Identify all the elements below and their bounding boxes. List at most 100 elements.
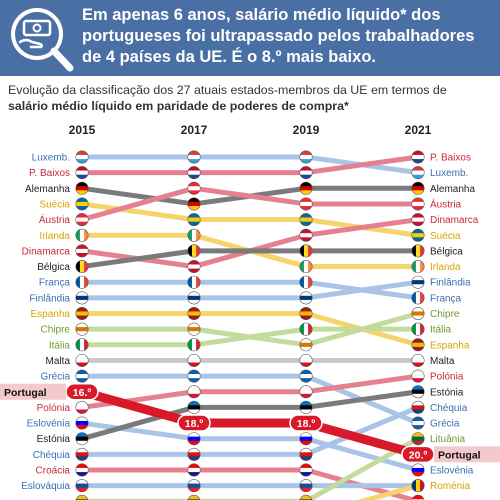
flag-estonia-2021	[411, 385, 425, 399]
left-highlight-band	[0, 383, 66, 400]
header-banner: Em apenas 6 anos, salário médio líquido*…	[0, 0, 500, 76]
right-label-luxemb: Luxemb.	[430, 168, 468, 179]
left-label-estonia: Estónia	[37, 434, 71, 445]
right-label-franca: França	[430, 293, 462, 304]
flag-chequia-2015	[75, 447, 89, 461]
flag-eslovenia-2015	[75, 416, 89, 430]
left-label-italia: Itália	[49, 340, 71, 351]
left-label-portugal: Portugal	[4, 387, 47, 399]
right-label-romenia: Roménia	[430, 481, 470, 492]
flag-suecia-2015	[75, 197, 89, 211]
series-line-lituania	[79, 436, 421, 500]
flag-franca-2017	[187, 275, 201, 289]
flag-belgica-2019	[299, 244, 313, 258]
flag-eslovenia-2021	[411, 463, 425, 477]
right-label-p-baixos: P. Baixos	[430, 153, 471, 164]
flag-lituania-2015	[75, 494, 89, 500]
flag-alemanha-2019	[299, 181, 313, 195]
flag-croacia-2019	[299, 463, 313, 477]
left-label-finlandia: Finlândia	[29, 293, 70, 304]
flag-grecia-2021	[411, 416, 425, 430]
left-label-dinamarca: Dinamarca	[22, 246, 71, 257]
left-label-grecia: Grécia	[41, 372, 71, 383]
portugal-rank-label-2021: 20.º	[409, 449, 428, 461]
right-label-finlandia: Finlândia	[430, 278, 471, 289]
subtitle-line-2: salário médio líquido em paridade de pod…	[8, 99, 349, 113]
flag-croacia-2021	[411, 494, 425, 500]
flag-espanha-2015	[75, 306, 89, 320]
subtitle-line-1: Evolução da classificação dos 27 atuais …	[8, 83, 447, 97]
right-label-grecia: Grécia	[430, 419, 460, 430]
flag-grecia-2019	[299, 369, 313, 383]
left-label-franca: França	[39, 278, 71, 289]
flag-lituania-2017	[187, 494, 201, 500]
series-line-suecia	[79, 201, 421, 238]
right-highlight-band	[434, 446, 500, 463]
year-tick-2017: 2017	[181, 123, 208, 137]
flag-eslovaquia-2017	[187, 479, 201, 493]
flag-chequia-2019	[299, 447, 313, 461]
headline: Em apenas 6 anos, salário médio líquido*…	[82, 6, 475, 66]
flag-suecia-2017	[187, 213, 201, 227]
flag-luxemb-2021	[411, 166, 425, 180]
flag-irlanda-2017	[187, 228, 201, 242]
series-line-polonia	[79, 373, 421, 410]
flag-eslovenia-2017	[187, 432, 201, 446]
left-label-espanha: Espanha	[31, 309, 71, 320]
series-line-portugal	[80, 387, 420, 459]
right-label-dinamarca: Dinamarca	[430, 215, 479, 226]
left-label-alemanha: Alemanha	[25, 184, 70, 195]
left-label-chequia: Chéquia	[33, 450, 71, 461]
flag-eslovaquia-2015	[75, 479, 89, 493]
right-label-espanha: Espanha	[430, 340, 470, 351]
flag-espanha-2019	[299, 306, 313, 320]
flag-chipre-2021	[411, 306, 425, 320]
flag-franca-2019	[299, 275, 313, 289]
flag-austria-2019	[299, 197, 313, 211]
portugal-rank-label-2019: 18.º	[297, 418, 316, 430]
flag-lituania-2021	[411, 432, 425, 446]
series-line-finlandia	[79, 279, 421, 301]
flag-polonia-2017	[187, 385, 201, 399]
year-tick-2019: 2019	[293, 123, 320, 137]
flag-belgica-2015	[75, 260, 89, 274]
left-label-belgica: Bélgica	[37, 262, 70, 273]
left-label-eslovenia: Eslovénia	[27, 419, 71, 430]
flag-italia-2015	[75, 338, 89, 352]
right-label-polonia: Polónia	[430, 372, 464, 383]
flag-alemanha-2021	[411, 181, 425, 195]
flag-estonia-2015	[75, 432, 89, 446]
right-label-malta: Malta	[430, 356, 455, 367]
flag-austria-2021	[411, 197, 425, 211]
chart-subtitle: Evolução da classificação dos 27 atuais …	[8, 82, 494, 114]
flag-romenia-2021	[411, 479, 425, 493]
flag-franca-2021	[411, 291, 425, 305]
flag-eslovenia-2019	[299, 432, 313, 446]
flag-italia-2021	[411, 322, 425, 336]
portugal-badge-2019	[289, 414, 323, 432]
flag-italia-2019	[299, 322, 313, 336]
flag-belgica-2017	[187, 244, 201, 258]
flag-croacia-2015	[75, 463, 89, 477]
left-label-croacia: Croácia	[36, 466, 71, 477]
series-line-belgica	[79, 248, 421, 270]
flag-alemanha-2015	[75, 181, 89, 195]
left-label-eslovaquia: Eslováquia	[21, 481, 70, 492]
series-line-p-baixos	[79, 154, 421, 176]
flag-malta-2017	[187, 353, 201, 367]
right-label-eslovenia: Eslovénia	[430, 466, 474, 477]
series-line-estonia	[79, 389, 421, 442]
portugal-rank-label-2017: 18.º	[185, 418, 204, 430]
left-label-p-baixos: P. Baixos	[29, 168, 70, 179]
flag-p-baixos-2015	[75, 166, 89, 180]
right-label-chequia: Chéquia	[430, 403, 468, 414]
flag-estonia-2019	[299, 400, 313, 414]
left-label-austria: Áustria	[39, 213, 71, 226]
portugal-rank-label-2015: 16.º	[73, 387, 92, 399]
flag-malta-2015	[75, 353, 89, 367]
right-label-suecia: Suécia	[430, 231, 461, 242]
left-label-irlanda: Irlanda	[39, 231, 70, 242]
right-label-portugal: Portugal	[438, 449, 481, 461]
left-label-suecia: Suécia	[39, 199, 70, 210]
